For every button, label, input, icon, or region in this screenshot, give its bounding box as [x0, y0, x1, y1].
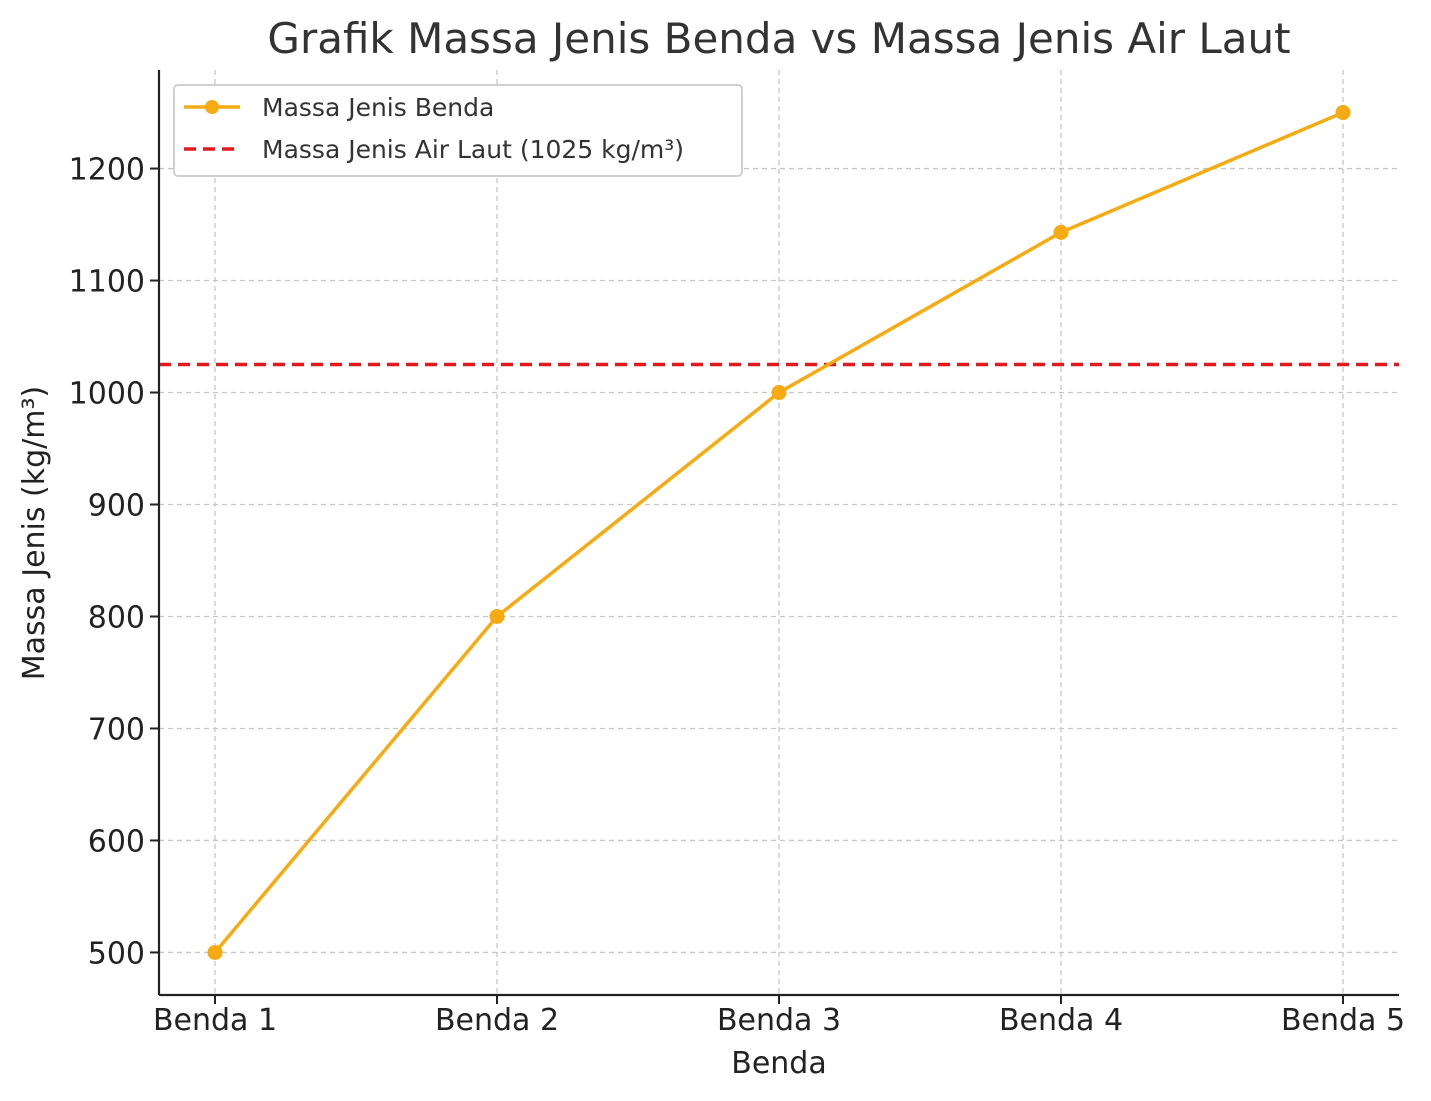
legend: Massa Jenis Benda Massa Jenis Air Laut (… [173, 84, 743, 177]
legend-label-massa-jenis-benda: Massa Jenis Benda [262, 93, 494, 122]
y-tick-label: 900 [88, 489, 145, 524]
data-point [1053, 224, 1069, 240]
data-point [489, 608, 505, 624]
y-tick-label: 600 [88, 824, 145, 859]
x-tick-label: Benda 3 [717, 1003, 841, 1038]
y-tick-label: 1200 [69, 153, 145, 188]
x-tick-label: Benda 5 [1281, 1003, 1405, 1038]
y-tick-label: 700 [88, 712, 145, 747]
x-tick-label: Benda 2 [435, 1003, 559, 1038]
data-point [207, 944, 223, 960]
legend-marker-massa-jenis-benda [205, 100, 219, 114]
y-ticks: 500 600 700 800 900 1000 1100 1200 [69, 153, 159, 971]
x-axis-label: Benda [731, 1046, 826, 1081]
legend-box [173, 84, 743, 177]
chart-title: Grafik Massa Jenis Benda vs Massa Jenis … [267, 14, 1290, 63]
y-tick-label: 1000 [69, 377, 145, 412]
legend-label-air-laut: Massa Jenis Air Laut (1025 kg/m³) [262, 135, 684, 164]
grid [159, 70, 1399, 995]
data-point [1335, 105, 1351, 121]
x-tick-label: Benda 1 [153, 1003, 277, 1038]
y-axis-label: Massa Jenis (kg/m³) [17, 386, 52, 680]
data-point [771, 385, 787, 401]
y-tick-label: 1100 [69, 265, 145, 300]
x-tick-label: Benda 4 [999, 1003, 1123, 1038]
series [207, 105, 1351, 960]
x-ticks: Benda 1 Benda 2 Benda 3 Benda 4 Benda 5 [153, 995, 1405, 1038]
y-tick-label: 500 [88, 936, 145, 971]
y-tick-label: 800 [88, 600, 145, 635]
